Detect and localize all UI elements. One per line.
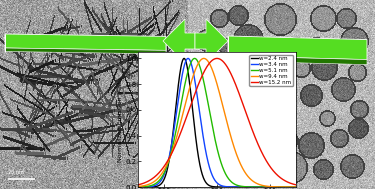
Polygon shape — [5, 48, 166, 54]
Polygon shape — [5, 34, 166, 50]
Line: w=2.4 nm: w=2.4 nm — [138, 58, 296, 187]
w=9.4 nm — [146, 184, 150, 186]
w=2.4 nm — [256, 186, 260, 188]
w=5.1 nm — [294, 186, 298, 188]
w=9.4 nm — [272, 186, 276, 188]
w=3.4 nm — [136, 186, 140, 188]
w=3.4 nm — [146, 186, 150, 188]
w=3.4 nm — [294, 186, 298, 188]
Polygon shape — [195, 19, 228, 63]
Polygon shape — [228, 36, 367, 60]
w=3.4 nm — [228, 186, 232, 188]
Line: w=9.4 nm: w=9.4 nm — [138, 58, 296, 187]
Line: w=3.4 nm: w=3.4 nm — [138, 58, 296, 187]
w=9.4 nm — [294, 186, 298, 188]
w=9.4 nm — [237, 159, 241, 161]
w=2.4 nm — [136, 186, 140, 188]
w=15.2 nm — [214, 57, 219, 60]
w=15.2 nm — [232, 80, 236, 82]
w=3.4 nm — [237, 186, 241, 188]
w=5.1 nm — [237, 185, 241, 187]
Legend: w=2.4 nm, w=3.4 nm, w=5.1 nm, w=9.4 nm, w=15.2 nm: w=2.4 nm, w=3.4 nm, w=5.1 nm, w=9.4 nm, … — [249, 55, 293, 86]
w=15.2 nm — [294, 184, 298, 186]
w=3.4 nm — [256, 186, 260, 188]
w=5.1 nm — [256, 186, 260, 188]
w=3.4 nm — [272, 186, 276, 188]
w=5.1 nm — [136, 186, 140, 188]
w=5.1 nm — [232, 183, 236, 185]
w=2.4 nm — [182, 57, 186, 60]
w=15.2 nm — [228, 71, 232, 73]
w=2.4 nm — [294, 186, 298, 188]
w=9.4 nm — [136, 185, 140, 188]
Polygon shape — [228, 56, 367, 65]
w=2.4 nm — [232, 186, 236, 188]
w=9.4 nm — [202, 57, 206, 60]
w=3.4 nm — [232, 186, 236, 188]
w=9.4 nm — [232, 146, 236, 148]
w=2.4 nm — [237, 186, 241, 188]
w=2.4 nm — [272, 186, 276, 188]
w=5.1 nm — [146, 185, 150, 187]
Text: 20 nm: 20 nm — [8, 170, 24, 175]
w=5.1 nm — [228, 179, 232, 182]
w=15.2 nm — [136, 184, 140, 186]
w=15.2 nm — [256, 143, 260, 145]
w=2.4 nm — [146, 186, 150, 188]
w=9.4 nm — [228, 132, 232, 135]
w=3.4 nm — [186, 57, 190, 60]
w=2.4 nm — [228, 186, 232, 188]
w=15.2 nm — [146, 180, 150, 183]
Polygon shape — [163, 19, 195, 63]
Line: w=15.2 nm: w=15.2 nm — [138, 58, 296, 185]
w=5.1 nm — [192, 57, 197, 60]
w=15.2 nm — [272, 171, 276, 173]
Line: w=5.1 nm: w=5.1 nm — [138, 58, 296, 187]
w=9.4 nm — [256, 183, 260, 185]
w=15.2 nm — [237, 92, 241, 94]
Y-axis label: Normalized Emission (A.U.): Normalized Emission (A.U.) — [118, 77, 123, 162]
w=5.1 nm — [272, 186, 276, 188]
